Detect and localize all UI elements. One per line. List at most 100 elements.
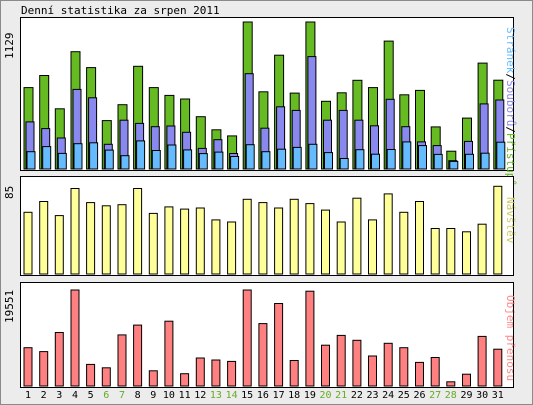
day-tick-label-24: 24 <box>382 390 395 401</box>
legend-traffic-entry-0: Objem přenosu <box>504 295 517 382</box>
visits-bar-day-28 <box>446 228 456 275</box>
traffic-bar-day-12 <box>195 357 205 387</box>
pages-bar-day-22 <box>355 149 365 170</box>
traffic-bar-day-24 <box>383 342 393 387</box>
visits-bar-day-1 <box>23 211 33 275</box>
hits-files-pages-plot <box>23 21 506 170</box>
day-tick-label-2: 2 <box>40 390 47 401</box>
visits-bar-day-24 <box>383 193 393 275</box>
day-tick-label-4: 4 <box>71 390 79 401</box>
visits-bar-day-15 <box>242 198 252 275</box>
visits-bar-day-20 <box>321 209 330 275</box>
legend-hits-entry-0: Stránek <box>504 27 517 74</box>
visits-bar-day-31 <box>493 185 503 275</box>
day-tick-label-30: 30 <box>476 390 489 401</box>
legend-traffic: Objem přenosu <box>504 295 517 381</box>
pages-bar-day-30 <box>480 152 490 170</box>
visits-bar-day-13 <box>211 219 221 275</box>
pages-bar-day-16 <box>261 151 271 170</box>
day-tick-label-16: 16 <box>256 390 269 401</box>
visits-bar-day-17 <box>274 207 284 275</box>
day-tick-label-31: 31 <box>491 390 504 401</box>
day-tick-label-14: 14 <box>225 390 238 401</box>
pages-bar-day-24 <box>386 149 396 170</box>
visits-bar-day-27 <box>430 228 440 275</box>
pages-bar-day-26 <box>418 145 427 170</box>
traffic-bar-day-21 <box>336 334 346 387</box>
y-max-label-hits: 1129 <box>3 32 16 60</box>
visits-bar-day-11 <box>180 208 190 275</box>
legend-visits-entry-0: Návštěv <box>504 197 517 244</box>
day-tick-label-26: 26 <box>413 390 426 401</box>
traffic-bar-day-22 <box>352 339 362 387</box>
traffic-bar-day-19 <box>305 290 315 387</box>
traffic-bar-day-14 <box>227 360 237 387</box>
y-max-label-traffic: 19551 <box>3 289 16 323</box>
pages-bar-day-15 <box>245 144 255 170</box>
traffic-bar-day-16 <box>258 323 268 387</box>
day-tick-label-9: 9 <box>150 390 157 401</box>
pages-bar-day-27 <box>433 153 443 170</box>
visits-bar-day-16 <box>258 202 268 275</box>
traffic-bar-day-9 <box>148 370 158 387</box>
pages-bar-day-20 <box>324 152 333 170</box>
traffic-bar-day-1 <box>23 347 33 387</box>
day-tick-label-28: 28 <box>444 390 457 401</box>
pages-bar-day-13 <box>214 151 224 170</box>
legend-visits: Návštěv <box>504 197 517 243</box>
day-tick-label-19: 19 <box>303 390 316 401</box>
visits-bar-day-18 <box>289 198 299 275</box>
traffic-bar-day-23 <box>368 355 377 387</box>
day-tick-label-3: 3 <box>56 390 63 401</box>
day-tick-label-17: 17 <box>272 390 285 401</box>
y-max-label-visits: 85 <box>3 185 16 199</box>
day-tick-label-22: 22 <box>350 390 363 401</box>
visits-bar-day-7 <box>117 204 127 275</box>
traffic-bar-day-28 <box>446 381 456 387</box>
day-tick-label-6: 6 <box>103 390 110 401</box>
pages-bar-day-29 <box>465 153 474 170</box>
pages-bar-day-18 <box>292 146 302 170</box>
visits-bar-day-19 <box>305 203 315 275</box>
traffic-bar-day-6 <box>101 367 111 387</box>
day-tick-label-25: 25 <box>397 390 410 401</box>
visits-bar-day-12 <box>195 207 205 275</box>
pages-bar-day-21 <box>339 158 349 170</box>
pages-bar-day-28 <box>449 160 459 170</box>
visits-bar-day-14 <box>227 221 237 275</box>
pages-bar-day-1 <box>26 151 36 170</box>
traffic-bar-day-15 <box>242 289 252 387</box>
day-tick-label-18: 18 <box>288 390 301 401</box>
traffic-bar-day-5 <box>86 363 96 387</box>
traffic-bar-day-8 <box>133 324 143 387</box>
pages-bar-day-3 <box>57 152 67 170</box>
day-tick-label-11: 11 <box>178 390 191 401</box>
traffic-bar-day-13 <box>211 359 221 387</box>
panel-traffic <box>20 282 514 388</box>
day-tick-label-5: 5 <box>87 390 94 401</box>
legend-hits-entry-3: / <box>504 126 517 133</box>
traffic-bar-day-29 <box>462 373 471 387</box>
visits-bar-day-3 <box>54 215 64 275</box>
pages-bar-day-23 <box>371 153 380 170</box>
pages-bar-day-6 <box>104 149 114 170</box>
legend-hits-entry-2: Souborů <box>504 79 517 127</box>
day-tick-label-13: 13 <box>209 390 222 401</box>
visits-bar-day-4 <box>70 188 80 275</box>
day-tick-label-10: 10 <box>162 390 175 401</box>
visits-bar-day-22 <box>352 197 362 275</box>
traffic-bar-day-2 <box>39 351 49 387</box>
visits-plot <box>23 185 503 275</box>
day-tick-label-8: 8 <box>134 390 141 401</box>
pages-bar-day-31 <box>496 141 506 170</box>
pages-bar-day-10 <box>167 144 177 170</box>
visits-bar-day-30 <box>477 223 487 275</box>
pages-bar-day-5 <box>89 142 99 170</box>
panel-hits-files-pages <box>20 17 514 171</box>
traffic-bar-day-10 <box>164 320 174 387</box>
visits-bar-day-23 <box>368 219 377 275</box>
day-tick-label-1: 1 <box>24 390 32 401</box>
day-tick-label-12: 12 <box>194 390 207 401</box>
traffic-bar-day-20 <box>321 344 330 387</box>
visits-bar-day-10 <box>164 206 174 275</box>
